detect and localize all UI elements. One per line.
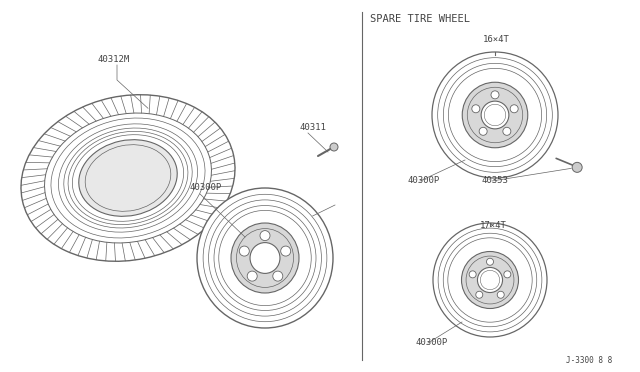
Ellipse shape — [273, 271, 283, 281]
Circle shape — [481, 101, 509, 129]
Circle shape — [510, 105, 518, 113]
Ellipse shape — [79, 140, 177, 216]
Circle shape — [432, 52, 558, 178]
Circle shape — [504, 271, 511, 278]
Text: 40300P: 40300P — [415, 338, 447, 347]
Circle shape — [503, 127, 511, 135]
Text: 40312M: 40312M — [98, 55, 131, 64]
Circle shape — [476, 291, 483, 298]
Ellipse shape — [239, 246, 250, 256]
Ellipse shape — [260, 231, 270, 241]
Text: 40311: 40311 — [300, 123, 327, 132]
Circle shape — [572, 162, 582, 172]
Circle shape — [330, 143, 338, 151]
Circle shape — [477, 267, 502, 292]
Circle shape — [462, 82, 528, 148]
Ellipse shape — [281, 246, 291, 256]
Text: 40353: 40353 — [482, 176, 509, 185]
Circle shape — [461, 251, 518, 308]
Text: SPARE TIRE WHEEL: SPARE TIRE WHEEL — [370, 14, 470, 24]
Text: 40300P: 40300P — [190, 183, 222, 192]
Circle shape — [433, 223, 547, 337]
Ellipse shape — [231, 223, 299, 293]
Circle shape — [469, 271, 476, 278]
Text: 40300P: 40300P — [408, 176, 440, 185]
Circle shape — [486, 258, 493, 265]
Circle shape — [472, 105, 480, 113]
Ellipse shape — [247, 271, 257, 281]
Text: J-3300 8 8: J-3300 8 8 — [566, 356, 612, 365]
Text: 16×4T: 16×4T — [483, 35, 510, 44]
Ellipse shape — [250, 243, 280, 273]
Text: 17×4T: 17×4T — [480, 221, 507, 230]
Ellipse shape — [197, 188, 333, 328]
Ellipse shape — [21, 95, 235, 261]
Circle shape — [497, 291, 504, 298]
Circle shape — [491, 91, 499, 99]
Circle shape — [479, 127, 487, 135]
